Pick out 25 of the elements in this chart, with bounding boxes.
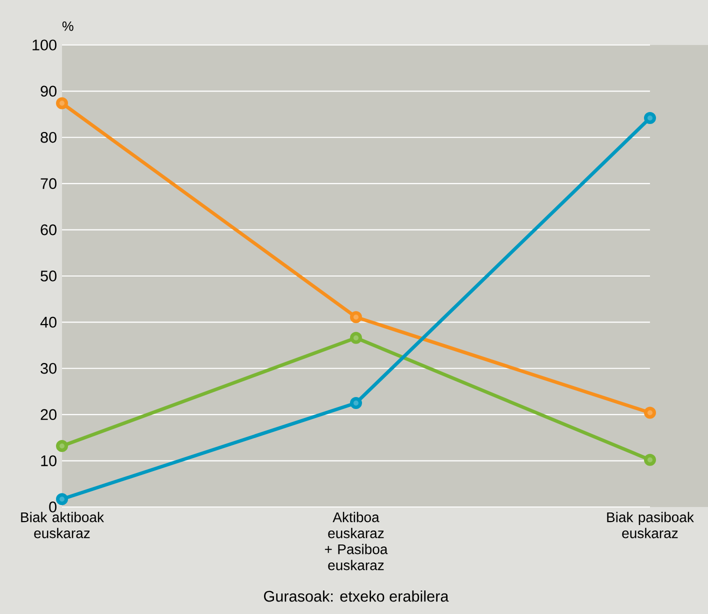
y-tick-label: 80 [40, 132, 56, 143]
y-tick-label: 60 [40, 224, 56, 236]
point [644, 406, 656, 419]
y-tick-label: 40 [40, 316, 56, 328]
y-tick-label: 20 [40, 409, 56, 420]
y-tick-label: 70 [40, 178, 56, 190]
point [56, 97, 68, 110]
y-tick-label: 90 [40, 86, 56, 97]
point [350, 332, 362, 344]
point [56, 440, 68, 452]
point [56, 493, 68, 506]
point [350, 397, 362, 410]
x-tick-label: Biak aktiboak euskaraz [21, 512, 104, 538]
y-tick-label: 50 [40, 270, 56, 282]
point [644, 454, 656, 466]
x-tick-label: Biak pasiboak euskaraz [607, 512, 694, 538]
y-axis-title: % [62, 21, 74, 31]
y-tick-label: 30 [40, 362, 56, 374]
point [350, 311, 362, 324]
x-axis-title: Gurasoak: etxeko erabilera [264, 590, 449, 602]
point [644, 112, 656, 124]
x-tick-label: Aktiboa euskaraz + Pasiboa euskaraz [324, 512, 388, 570]
y-tick-label: 100 [32, 40, 56, 50]
y-tick-label: 0 [49, 502, 56, 512]
y-tick-label: 10 [41, 455, 56, 466]
